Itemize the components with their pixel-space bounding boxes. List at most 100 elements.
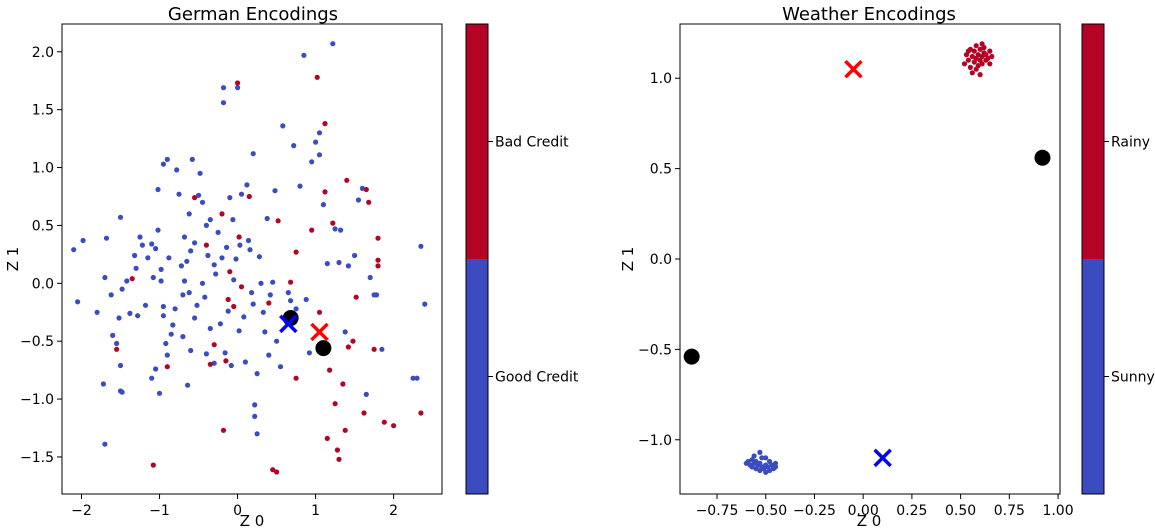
data-point	[205, 252, 211, 259]
data-point	[977, 46, 983, 52]
data-point	[185, 382, 191, 388]
data-point	[203, 222, 209, 228]
data-point	[352, 252, 358, 259]
data-point	[241, 314, 247, 320]
data-point	[291, 143, 297, 149]
data-point	[153, 246, 159, 252]
x-tick-label: 0.25	[896, 503, 927, 519]
scatter-points	[683, 41, 1051, 475]
data-point	[117, 214, 124, 220]
data-point	[245, 237, 252, 244]
x-tick-label: −0.25	[793, 503, 836, 519]
data-point	[242, 359, 248, 365]
y-axis-ticks: −1.0 −0.5 0.0 0.5 1.0	[638, 71, 680, 449]
data-point	[174, 167, 180, 173]
y-tick-label: −1.0	[20, 392, 54, 408]
data-point	[119, 389, 125, 395]
data-point	[297, 183, 303, 189]
data-point	[275, 218, 281, 224]
data-point	[222, 350, 228, 356]
data-point	[344, 177, 350, 183]
data-point	[207, 361, 213, 367]
y-tick-label: −1.0	[638, 433, 672, 449]
data-point	[127, 310, 133, 316]
data-point	[309, 227, 315, 233]
data-point	[320, 202, 326, 208]
data-point	[381, 419, 387, 425]
data-point	[178, 263, 184, 269]
colorbar-segment	[466, 24, 488, 259]
data-point	[236, 328, 242, 334]
data-point	[211, 360, 217, 366]
data-point	[375, 257, 381, 263]
data-point	[772, 464, 779, 470]
data-point	[160, 161, 166, 167]
data-point	[293, 306, 299, 312]
data-point	[220, 100, 227, 106]
x-axis-label: Z 0	[857, 512, 882, 529]
colorbar-label: Bad Credit	[495, 135, 569, 151]
data-point	[270, 467, 276, 473]
x-tick-label: 1.00	[1042, 503, 1073, 519]
data-point	[350, 338, 356, 344]
data-point	[164, 364, 170, 370]
data-point	[220, 427, 227, 433]
data-point	[219, 255, 225, 261]
data-point	[188, 248, 194, 254]
data-point	[139, 242, 145, 248]
data-point	[180, 292, 186, 298]
data-point	[94, 309, 100, 315]
data-point	[414, 375, 420, 381]
data-point	[231, 277, 237, 283]
data-point	[160, 303, 166, 310]
data-point	[153, 366, 159, 372]
data-point	[961, 61, 968, 67]
y-axis-label: Z 1	[4, 247, 22, 272]
data-point	[252, 413, 258, 419]
data-point	[102, 441, 108, 447]
y-tick-label: −0.5	[638, 342, 672, 358]
data-point	[322, 121, 328, 127]
cross-stroke	[279, 314, 298, 334]
data-point	[391, 423, 397, 429]
data-point	[199, 199, 206, 205]
data-point	[207, 325, 213, 332]
colorbar-label: Rainy	[1111, 135, 1150, 151]
data-point	[363, 186, 369, 193]
data-point	[80, 237, 86, 244]
data-point	[288, 279, 294, 285]
data-point	[228, 362, 234, 369]
data-point	[971, 48, 977, 54]
data-point	[975, 52, 981, 58]
data-point	[142, 302, 149, 308]
data-point	[767, 467, 773, 474]
chart-title: Weather Encodings	[782, 4, 956, 25]
highlight-dot	[1034, 149, 1051, 166]
data-point	[322, 189, 328, 195]
data-point	[285, 290, 291, 296]
x-tick-label: 1	[311, 503, 320, 519]
data-point	[186, 211, 192, 217]
data-point	[172, 306, 178, 312]
data-point	[267, 292, 273, 298]
data-point	[225, 296, 231, 303]
data-point	[236, 234, 242, 240]
x-tick-label: −0.50	[744, 503, 787, 519]
data-point	[217, 321, 223, 327]
colorbar-frame	[1081, 23, 1105, 495]
data-point	[759, 455, 765, 461]
data-point	[418, 410, 424, 416]
weather-encodings-chart: Weather Encodings −0.75 −0.50 −0.25 0.00 0.2…	[619, 4, 1155, 529]
x-tick-label: −0.75	[696, 503, 739, 519]
data-point	[373, 292, 380, 298]
data-point	[254, 371, 260, 377]
data-point	[967, 64, 974, 70]
data-point	[129, 276, 135, 282]
data-point	[224, 244, 230, 250]
data-point	[977, 72, 983, 78]
data-point	[203, 351, 209, 357]
data-point	[237, 242, 243, 248]
data-point	[293, 375, 299, 381]
colorbar: Sunny Rainy	[1081, 23, 1155, 495]
data-point	[211, 342, 217, 348]
